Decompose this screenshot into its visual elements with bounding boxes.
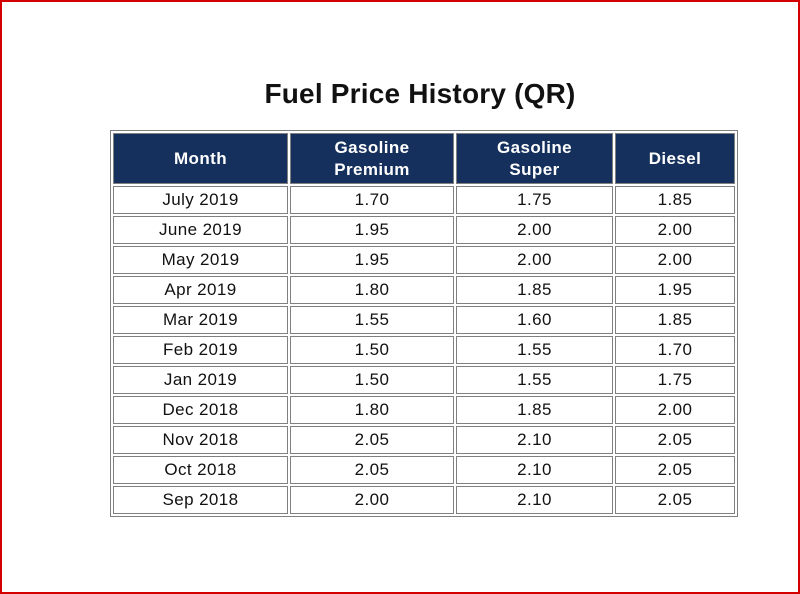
- column-header-3: Diesel: [615, 133, 735, 184]
- table-row: Mar 2019 1.55 1.60 1.85: [113, 306, 735, 334]
- table-cell-gasoline-premium: 1.95: [290, 216, 454, 244]
- table-cell-diesel: 2.05: [615, 456, 735, 484]
- table-cell-month: Dec 2018: [113, 396, 288, 424]
- table-cell-diesel: 1.75: [615, 366, 735, 394]
- table-cell-diesel: 2.00: [615, 246, 735, 274]
- page-title: Fuel Price History (QR): [264, 78, 576, 109]
- table-cell-month: Apr 2019: [113, 276, 288, 304]
- table-cell-gasoline-super: 2.10: [456, 486, 613, 514]
- table-row: Sep 2018 2.00 2.10 2.05: [113, 486, 735, 514]
- table-cell-diesel: 2.05: [615, 426, 735, 454]
- table-cell-diesel: 2.00: [615, 216, 735, 244]
- table-cell-gasoline-premium: 1.50: [290, 366, 454, 394]
- column-header-0: Month: [113, 133, 288, 184]
- table-cell-gasoline-super: 1.60: [456, 306, 613, 334]
- table-cell-diesel: 1.95: [615, 276, 735, 304]
- table-row: June 2019 1.95 2.00 2.00: [113, 216, 735, 244]
- table-cell-diesel: 1.70: [615, 336, 735, 364]
- fuel-table-body: July 2019 1.70 1.75 1.85 June 2019 1.95 …: [113, 186, 735, 514]
- table-cell-month: Sep 2018: [113, 486, 288, 514]
- table-cell-gasoline-premium: 2.05: [290, 426, 454, 454]
- table-cell-diesel: 1.85: [615, 186, 735, 214]
- column-header-2: Gasoline Super: [456, 133, 613, 184]
- fuel-price-table: Month Gasoline Premium Gasoline Super Diese…: [110, 130, 738, 517]
- table-cell-diesel: 2.00: [615, 396, 735, 424]
- table-cell-gasoline-super: 1.55: [456, 336, 613, 364]
- table-cell-gasoline-premium: 1.80: [290, 396, 454, 424]
- table-cell-gasoline-super: 2.00: [456, 216, 613, 244]
- table-cell-gasoline-super: 1.85: [456, 396, 613, 424]
- table-cell-gasoline-premium: 1.70: [290, 186, 454, 214]
- table-row: Jan 2019 1.50 1.55 1.75: [113, 366, 735, 394]
- table-row: May 2019 1.95 2.00 2.00: [113, 246, 735, 274]
- table-row: July 2019 1.70 1.75 1.85: [113, 186, 735, 214]
- table-cell-gasoline-super: 1.75: [456, 186, 613, 214]
- table-cell-gasoline-premium: 1.80: [290, 276, 454, 304]
- fuel-table-header-row: Month Gasoline Premium Gasoline Super Diese…: [113, 133, 735, 184]
- table-cell-month: Jan 2019: [113, 366, 288, 394]
- table-cell-month: June 2019: [113, 216, 288, 244]
- table-row: Apr 2019 1.80 1.85 1.95: [113, 276, 735, 304]
- table-cell-gasoline-super: 1.55: [456, 366, 613, 394]
- table-cell-month: Oct 2018: [113, 456, 288, 484]
- column-header-1: Gasoline Premium: [290, 133, 454, 184]
- table-cell-month: July 2019: [113, 186, 288, 214]
- table-cell-diesel: 1.85: [615, 306, 735, 334]
- table-cell-gasoline-super: 2.10: [456, 456, 613, 484]
- table-cell-month: Mar 2019: [113, 306, 288, 334]
- table-cell-gasoline-premium: 1.55: [290, 306, 454, 334]
- table-row: Feb 2019 1.50 1.55 1.70: [113, 336, 735, 364]
- table-cell-gasoline-premium: 1.95: [290, 246, 454, 274]
- table-cell-gasoline-premium: 1.50: [290, 336, 454, 364]
- table-cell-gasoline-super: 2.00: [456, 246, 613, 274]
- table-cell-month: Nov 2018: [113, 426, 288, 454]
- table-cell-gasoline-premium: 2.00: [290, 486, 454, 514]
- table-cell-month: May 2019: [113, 246, 288, 274]
- table-cell-gasoline-super: 2.10: [456, 426, 613, 454]
- table-cell-diesel: 2.05: [615, 486, 735, 514]
- table-row: Nov 2018 2.05 2.10 2.05: [113, 426, 735, 454]
- table-cell-month: Feb 2019: [113, 336, 288, 364]
- table-row: Oct 2018 2.05 2.10 2.05: [113, 456, 735, 484]
- table-cell-gasoline-super: 1.85: [456, 276, 613, 304]
- table-cell-gasoline-premium: 2.05: [290, 456, 454, 484]
- table-row: Dec 2018 1.80 1.85 2.00: [113, 396, 735, 424]
